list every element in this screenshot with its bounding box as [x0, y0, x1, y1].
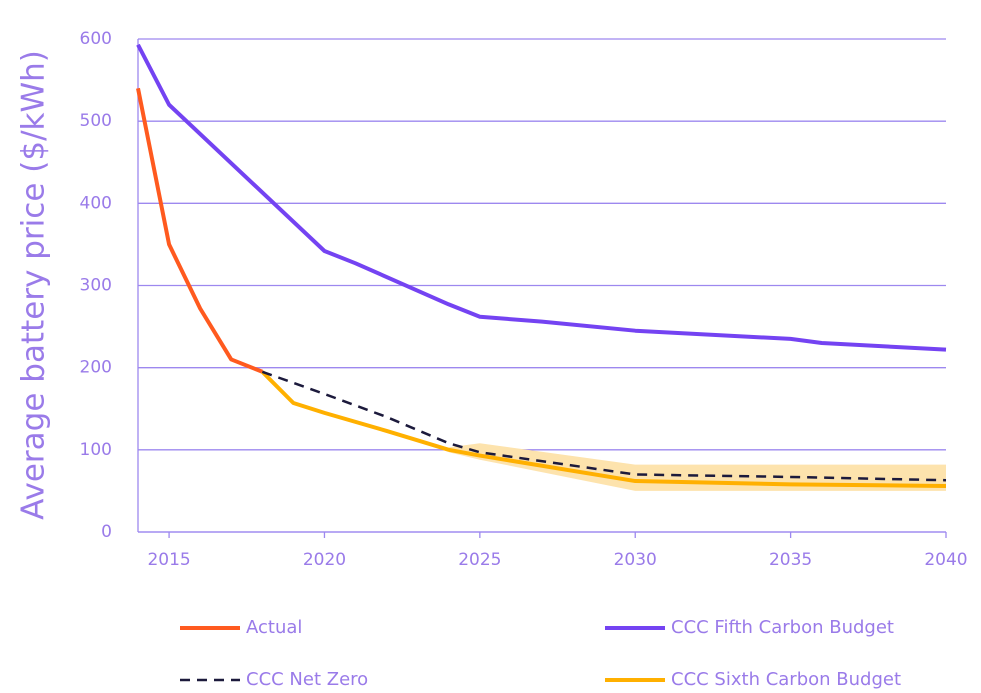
legend-label: Actual	[246, 617, 302, 638]
x-tick-label: 2040	[924, 550, 967, 570]
y-tick-label: 100	[80, 440, 112, 460]
x-tick-label: 2035	[769, 550, 812, 570]
y-tick-label: 500	[80, 111, 112, 131]
y-tick-label: 300	[80, 276, 112, 296]
series-line	[136, 43, 947, 352]
legend-label: CCC Sixth Carbon Budget	[671, 669, 901, 690]
series-line	[260, 370, 947, 488]
uncertainty-band	[448, 443, 946, 491]
x-tick-label: 2030	[614, 550, 657, 570]
legend-label: CCC Net Zero	[246, 669, 368, 690]
series-line	[261, 370, 947, 482]
x-tick-label: 2025	[458, 550, 501, 570]
x-tick-label: 2015	[147, 550, 190, 570]
y-axis-label: Average battery price ($/kWh)	[16, 50, 52, 520]
y-tick-label: 200	[80, 358, 112, 378]
y-tick-label: 400	[80, 193, 112, 213]
series-line	[136, 87, 264, 374]
y-tick-label: 0	[101, 522, 112, 542]
x-tick-label: 2020	[303, 550, 346, 570]
y-tick-label: 600	[80, 29, 112, 49]
legend-label: CCC Fifth Carbon Budget	[671, 617, 894, 638]
